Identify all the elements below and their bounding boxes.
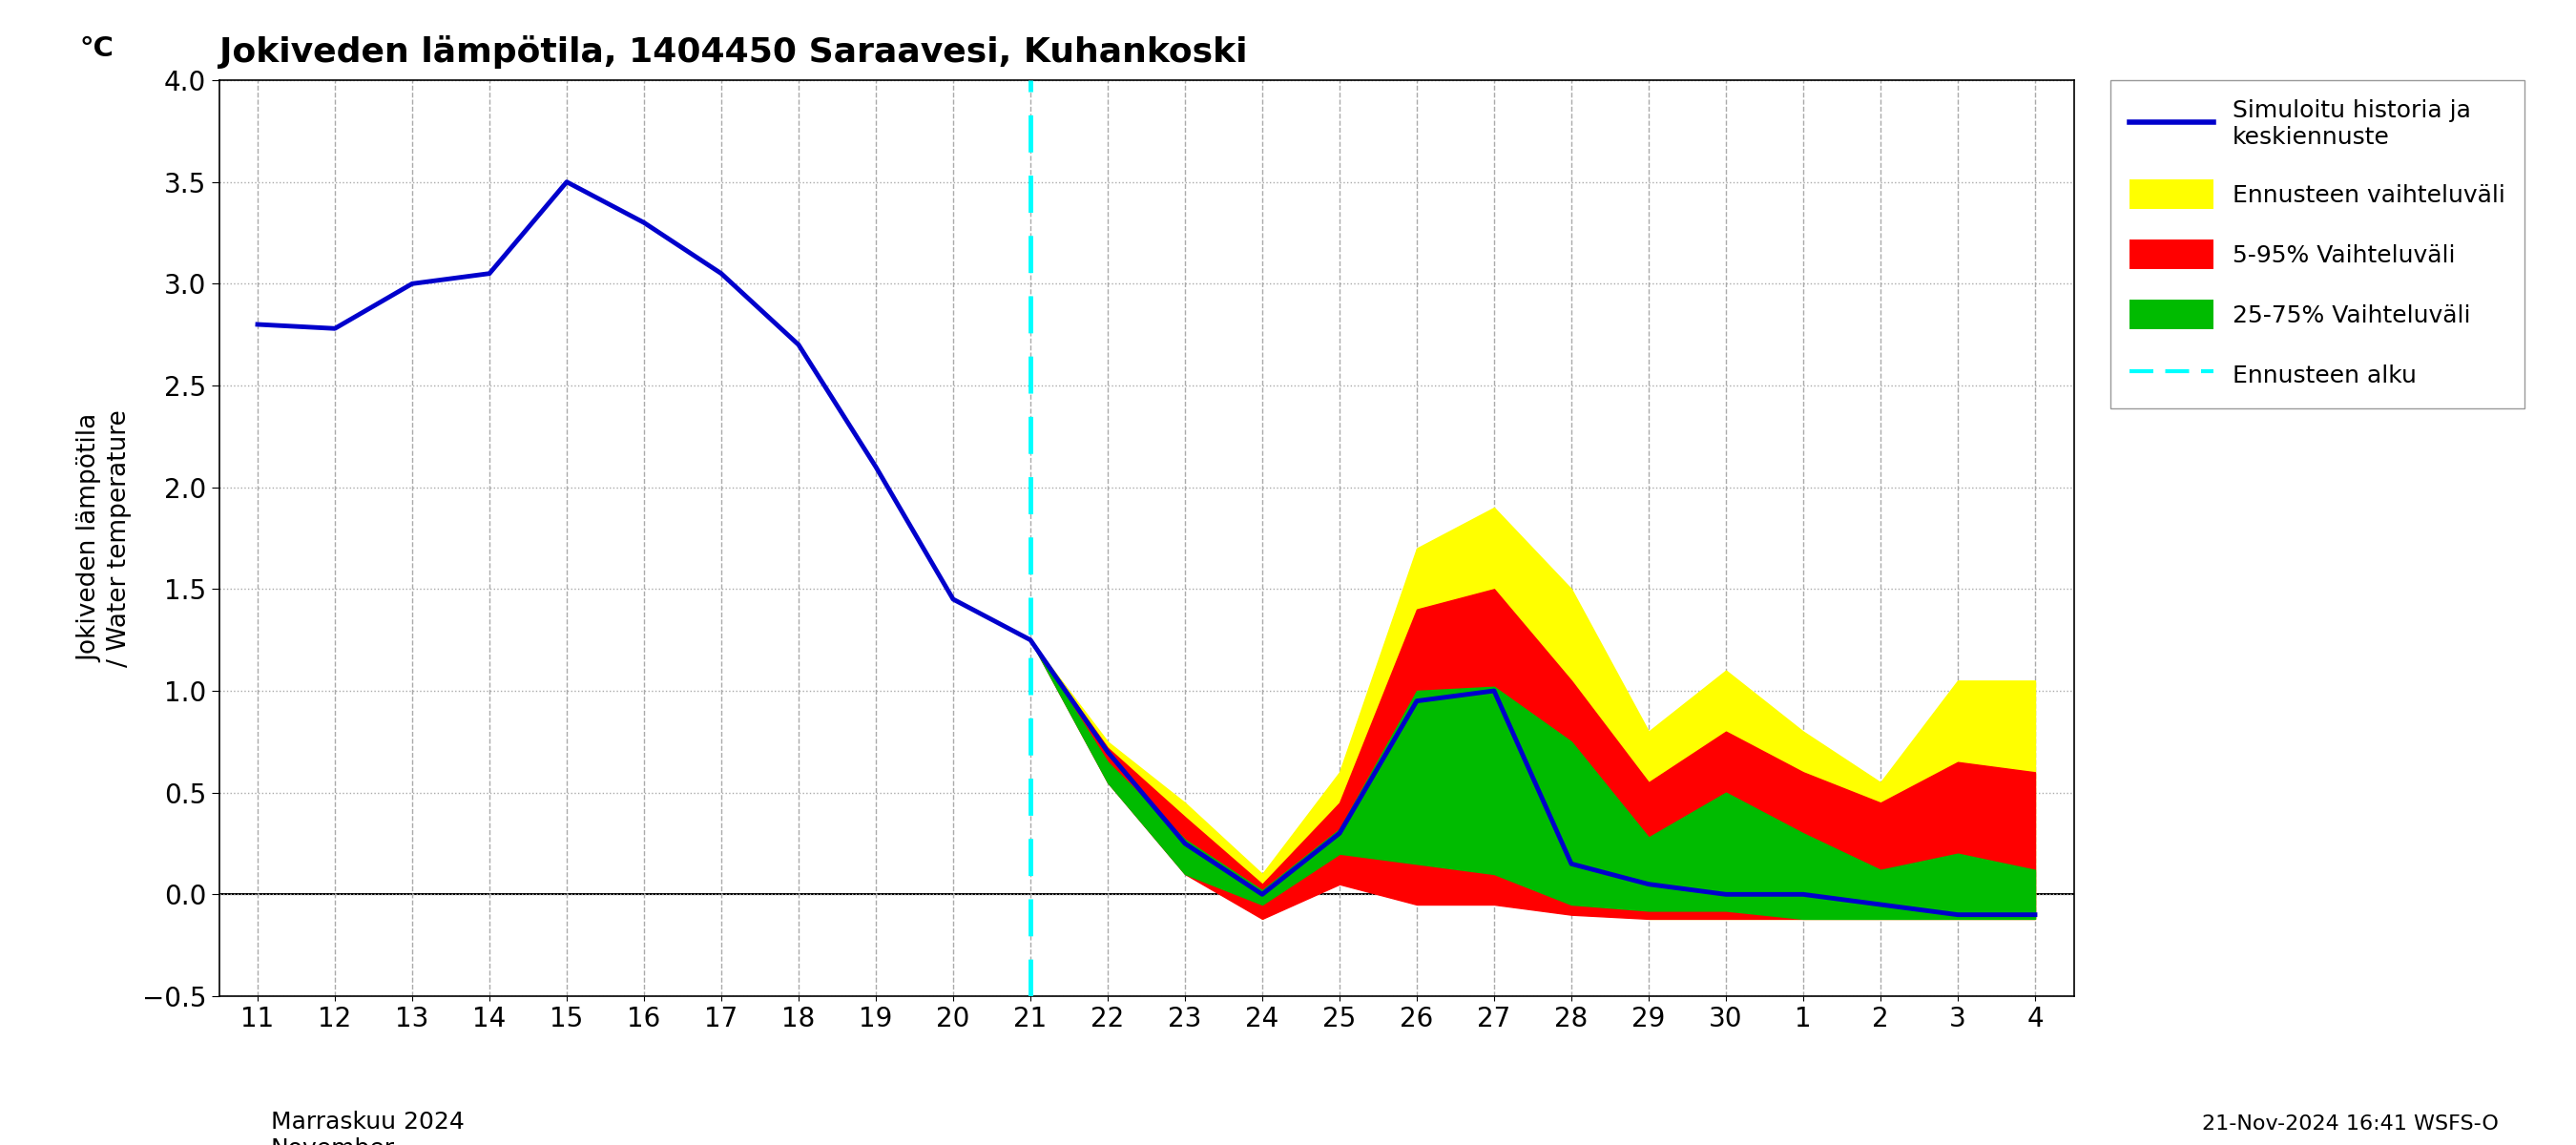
Y-axis label: Jokiveden lämpötila
/ Water temperature: Jokiveden lämpötila / Water temperature [77, 410, 131, 666]
Text: Jokiveden lämpötila, 1404450 Saraavesi, Kuhankoski: Jokiveden lämpötila, 1404450 Saraavesi, … [219, 34, 1247, 69]
Text: °C: °C [80, 35, 113, 62]
Text: 21-Nov-2024 16:41 WSFS-O: 21-Nov-2024 16:41 WSFS-O [2202, 1114, 2499, 1134]
Legend: Simuloitu historia ja
keskiennuste, Ennusteen vaihteluväli, 5-95% Vaihteluväli, : Simuloitu historia ja keskiennuste, Ennu… [2110, 80, 2524, 408]
Text: Marraskuu 2024
November: Marraskuu 2024 November [270, 1111, 464, 1145]
